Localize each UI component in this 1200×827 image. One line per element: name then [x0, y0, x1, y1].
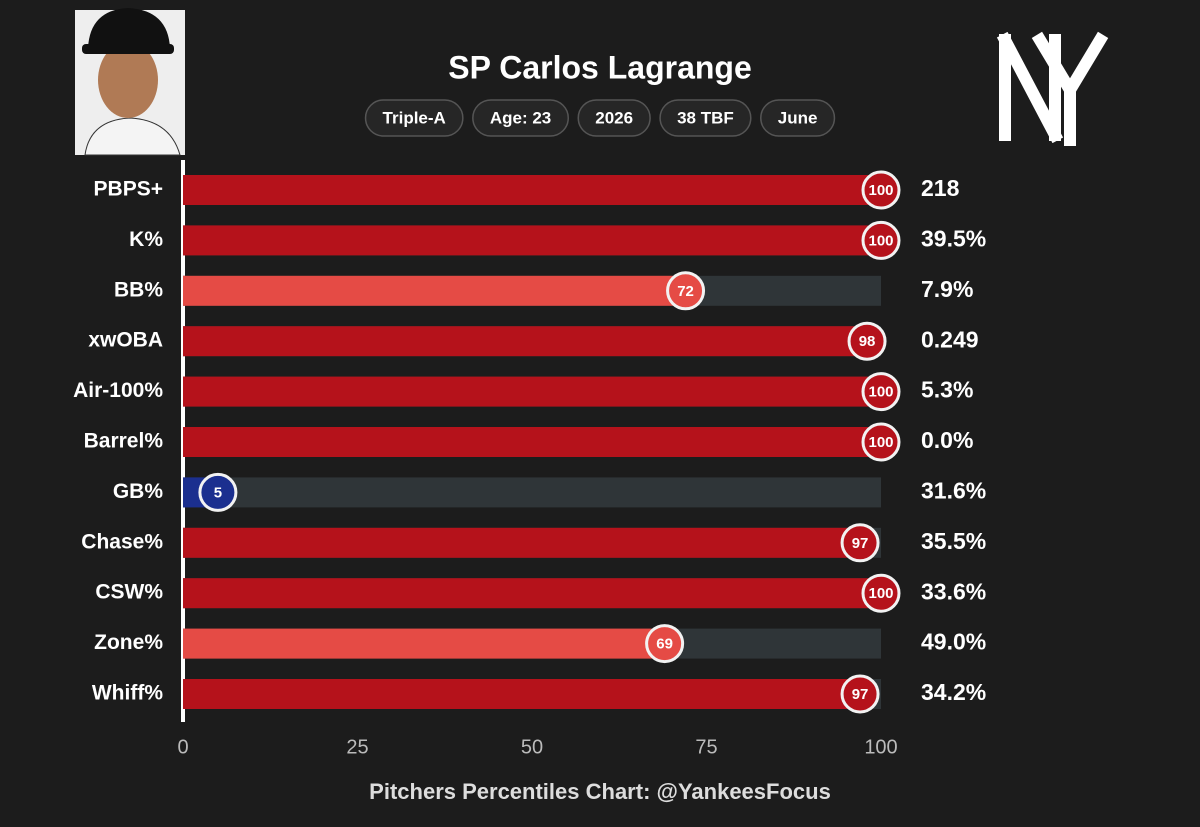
stat-label: 0.249: [921, 326, 979, 352]
y-tick-label: Whiff%: [92, 682, 163, 705]
badge-label: 38 TBF: [677, 108, 734, 127]
percentile-label: 100: [868, 384, 893, 401]
percentile-marker: [666, 271, 706, 311]
y-tick-label: Zone%: [94, 631, 163, 654]
y-tick-label: Barrel%: [84, 430, 164, 453]
stat-label: 7.9%: [921, 276, 973, 302]
bar: [183, 679, 861, 709]
y-tick-label: GB%: [113, 480, 164, 503]
y-tick-label: PBPS+: [94, 178, 163, 201]
x-tick-label: 50: [521, 736, 543, 758]
y-tick-label: Air-100%: [73, 379, 163, 402]
bar: [183, 427, 881, 457]
stat-label: 218: [921, 175, 960, 201]
percentile-label: 72: [677, 283, 694, 300]
badge-label: 2026: [595, 108, 633, 127]
bar: [183, 225, 881, 256]
badge: [659, 99, 752, 137]
stat-label: 34.2%: [921, 679, 986, 705]
bar: [183, 275, 686, 306]
stat-label: 35.5%: [921, 528, 986, 554]
y-tick-label: CSW%: [95, 581, 163, 604]
percentile-label: 100: [868, 232, 893, 249]
percentile-marker: [861, 422, 901, 462]
y-tick-label: K%: [129, 228, 163, 251]
badge: [577, 99, 651, 137]
stat-label: 5.3%: [921, 377, 973, 403]
bar: [183, 376, 881, 407]
badge: [472, 99, 570, 137]
percentile-label: 100: [868, 182, 893, 199]
y-tick-label: BB%: [114, 278, 163, 301]
player-photo: [75, 8, 185, 156]
badge-label: Age: 23: [490, 108, 551, 127]
stat-label: 0.0%: [921, 427, 973, 453]
stat-label: 39.5%: [921, 225, 986, 251]
bar: [183, 527, 861, 558]
bar: [183, 175, 881, 205]
y-tick-label: Chase%: [81, 530, 163, 553]
stat-label: 31.6%: [921, 477, 986, 503]
percentile-label: 100: [868, 585, 893, 602]
footer: Pitchers Percentiles Chart: @YankeesFocu…: [369, 779, 831, 804]
percentile-marker: [861, 573, 901, 613]
percentile-label: 97: [852, 535, 869, 552]
badge-label: June: [778, 108, 818, 127]
x-tick-label: 25: [346, 736, 368, 758]
percentile-marker: [861, 220, 901, 260]
percentile-marker: [645, 624, 685, 664]
percentile-marker: [847, 321, 887, 361]
percentile-label: 98: [859, 333, 876, 350]
x-tick-label: 0: [177, 736, 188, 758]
percentile-marker: [861, 372, 901, 412]
x-tick-label: 75: [695, 736, 717, 758]
chart-title: SP Carlos Lagrange: [448, 49, 752, 85]
bar: [183, 326, 868, 357]
badge: [760, 99, 836, 137]
y-tick-label: xwOBA: [88, 329, 163, 352]
percentile-label: 97: [852, 686, 869, 703]
percentile-label: 69: [656, 636, 673, 653]
badge-label: Triple-A: [383, 108, 446, 127]
percentile-label: 100: [868, 434, 893, 451]
bar: [183, 628, 665, 659]
badge: [364, 99, 464, 137]
stat-label: 33.6%: [921, 578, 986, 604]
team-logo: [996, 31, 1109, 146]
percentile-label: 5: [214, 484, 222, 501]
percentile-marker: [840, 523, 880, 563]
bar: [183, 578, 881, 609]
percentile-marker: [840, 674, 880, 714]
percentile-marker: [198, 472, 238, 512]
stat-label: 49.0%: [921, 629, 986, 655]
bar-track: [183, 477, 881, 508]
x-tick-label: 100: [864, 736, 897, 758]
percentile-marker: [861, 170, 901, 210]
